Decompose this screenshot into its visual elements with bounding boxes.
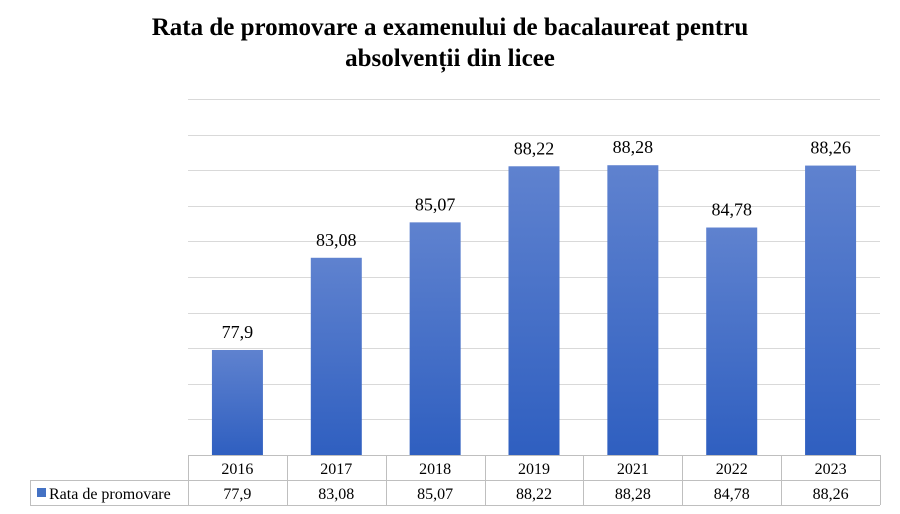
data-label-2017: 83,08: [316, 230, 357, 250]
tick-label-2017: 2017: [320, 461, 352, 478]
data-label-2023: 88,26: [810, 138, 851, 158]
chart-title: Rata de promovare a examenului de bacala…: [0, 12, 900, 74]
table-value-2017: 83,08: [318, 486, 354, 503]
tick-label-2016: 2016: [221, 461, 253, 478]
data-label-2021: 88,28: [613, 137, 654, 157]
chart-title-line-2: absolvenții din licee: [345, 45, 555, 72]
bar-2023: [805, 165, 857, 455]
data-label-2016: 77,9: [222, 322, 254, 342]
table-value-2019: 88,22: [516, 486, 552, 503]
bars: [211, 165, 857, 455]
chart-title-line-1: Rata de promovare a examenului de bacala…: [151, 14, 749, 41]
legend-key: [37, 488, 46, 497]
bar-2017: [310, 257, 362, 455]
tick-label-2022: 2022: [716, 461, 748, 478]
legend-series-name: Rata de promovare: [49, 486, 171, 503]
bar-2022: [706, 227, 758, 455]
table-value-2022: 84,78: [714, 486, 750, 503]
tick-label-2018: 2018: [419, 461, 451, 478]
data-labels: 77,9 83,08 85,07 88,22 88,28 84,78 88,26: [222, 137, 851, 342]
data-label-2019: 88,22: [514, 138, 555, 158]
table-value-2016: 77,9: [223, 486, 251, 503]
bar-2021: [607, 165, 659, 455]
tick-label-2019: 2019: [518, 461, 550, 478]
bar-2016: [211, 349, 263, 455]
table-value-2023: 88,26: [813, 486, 849, 503]
bar-2018: [409, 222, 461, 455]
table-value-2021: 88,28: [615, 486, 651, 503]
data-table: 2016 77,9 2017 83,08 2018 85,07 2019 88,22 2021 8…: [30, 455, 881, 506]
data-label-2022: 84,78: [711, 200, 752, 220]
tick-label-2023: 2023: [815, 461, 847, 478]
bar-2019: [508, 166, 560, 455]
data-label-2018: 85,07: [415, 194, 456, 214]
tick-label-2021: 2021: [617, 461, 649, 478]
table-value-2018: 85,07: [417, 486, 453, 503]
